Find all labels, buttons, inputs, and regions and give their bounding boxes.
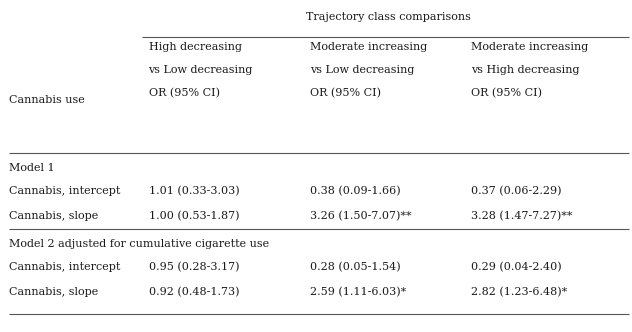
Text: 1.00 (0.53-1.87): 1.00 (0.53-1.87) xyxy=(149,211,239,221)
Text: Model 2 adjusted for cumulative cigarette use: Model 2 adjusted for cumulative cigarett… xyxy=(9,239,270,249)
Text: OR (95% CI): OR (95% CI) xyxy=(310,88,380,98)
Text: vs High decreasing: vs High decreasing xyxy=(471,65,580,75)
Text: Model 1: Model 1 xyxy=(9,163,55,173)
Text: Moderate increasing: Moderate increasing xyxy=(310,42,427,51)
Text: High decreasing: High decreasing xyxy=(149,42,241,51)
Text: 2.82 (1.23-6.48)*: 2.82 (1.23-6.48)* xyxy=(471,287,567,297)
Text: 0.92 (0.48-1.73): 0.92 (0.48-1.73) xyxy=(149,287,239,297)
Text: Cannabis, slope: Cannabis, slope xyxy=(9,287,99,297)
Text: 0.95 (0.28-3.17): 0.95 (0.28-3.17) xyxy=(149,262,239,273)
Text: 2.59 (1.11-6.03)*: 2.59 (1.11-6.03)* xyxy=(310,287,406,297)
Text: Cannabis, intercept: Cannabis, intercept xyxy=(9,186,121,196)
Text: Cannabis, intercept: Cannabis, intercept xyxy=(9,262,121,272)
Text: 0.29 (0.04-2.40): 0.29 (0.04-2.40) xyxy=(471,262,561,273)
Text: Moderate increasing: Moderate increasing xyxy=(471,42,588,51)
Text: vs Low decreasing: vs Low decreasing xyxy=(310,65,414,75)
Text: OR (95% CI): OR (95% CI) xyxy=(471,88,542,98)
Text: 1.01 (0.33-3.03): 1.01 (0.33-3.03) xyxy=(149,186,239,196)
Text: Cannabis use: Cannabis use xyxy=(9,95,85,105)
Text: 3.26 (1.50-7.07)**: 3.26 (1.50-7.07)** xyxy=(310,211,411,221)
Text: Cannabis, slope: Cannabis, slope xyxy=(9,211,99,221)
Text: Trajectory class comparisons: Trajectory class comparisons xyxy=(307,12,471,22)
Text: 3.28 (1.47-7.27)**: 3.28 (1.47-7.27)** xyxy=(471,211,573,221)
Text: 0.37 (0.06-2.29): 0.37 (0.06-2.29) xyxy=(471,186,561,196)
Text: 0.38 (0.09-1.66): 0.38 (0.09-1.66) xyxy=(310,186,400,196)
Text: OR (95% CI): OR (95% CI) xyxy=(149,88,219,98)
Text: vs Low decreasing: vs Low decreasing xyxy=(149,65,253,75)
Text: 0.28 (0.05-1.54): 0.28 (0.05-1.54) xyxy=(310,262,400,273)
